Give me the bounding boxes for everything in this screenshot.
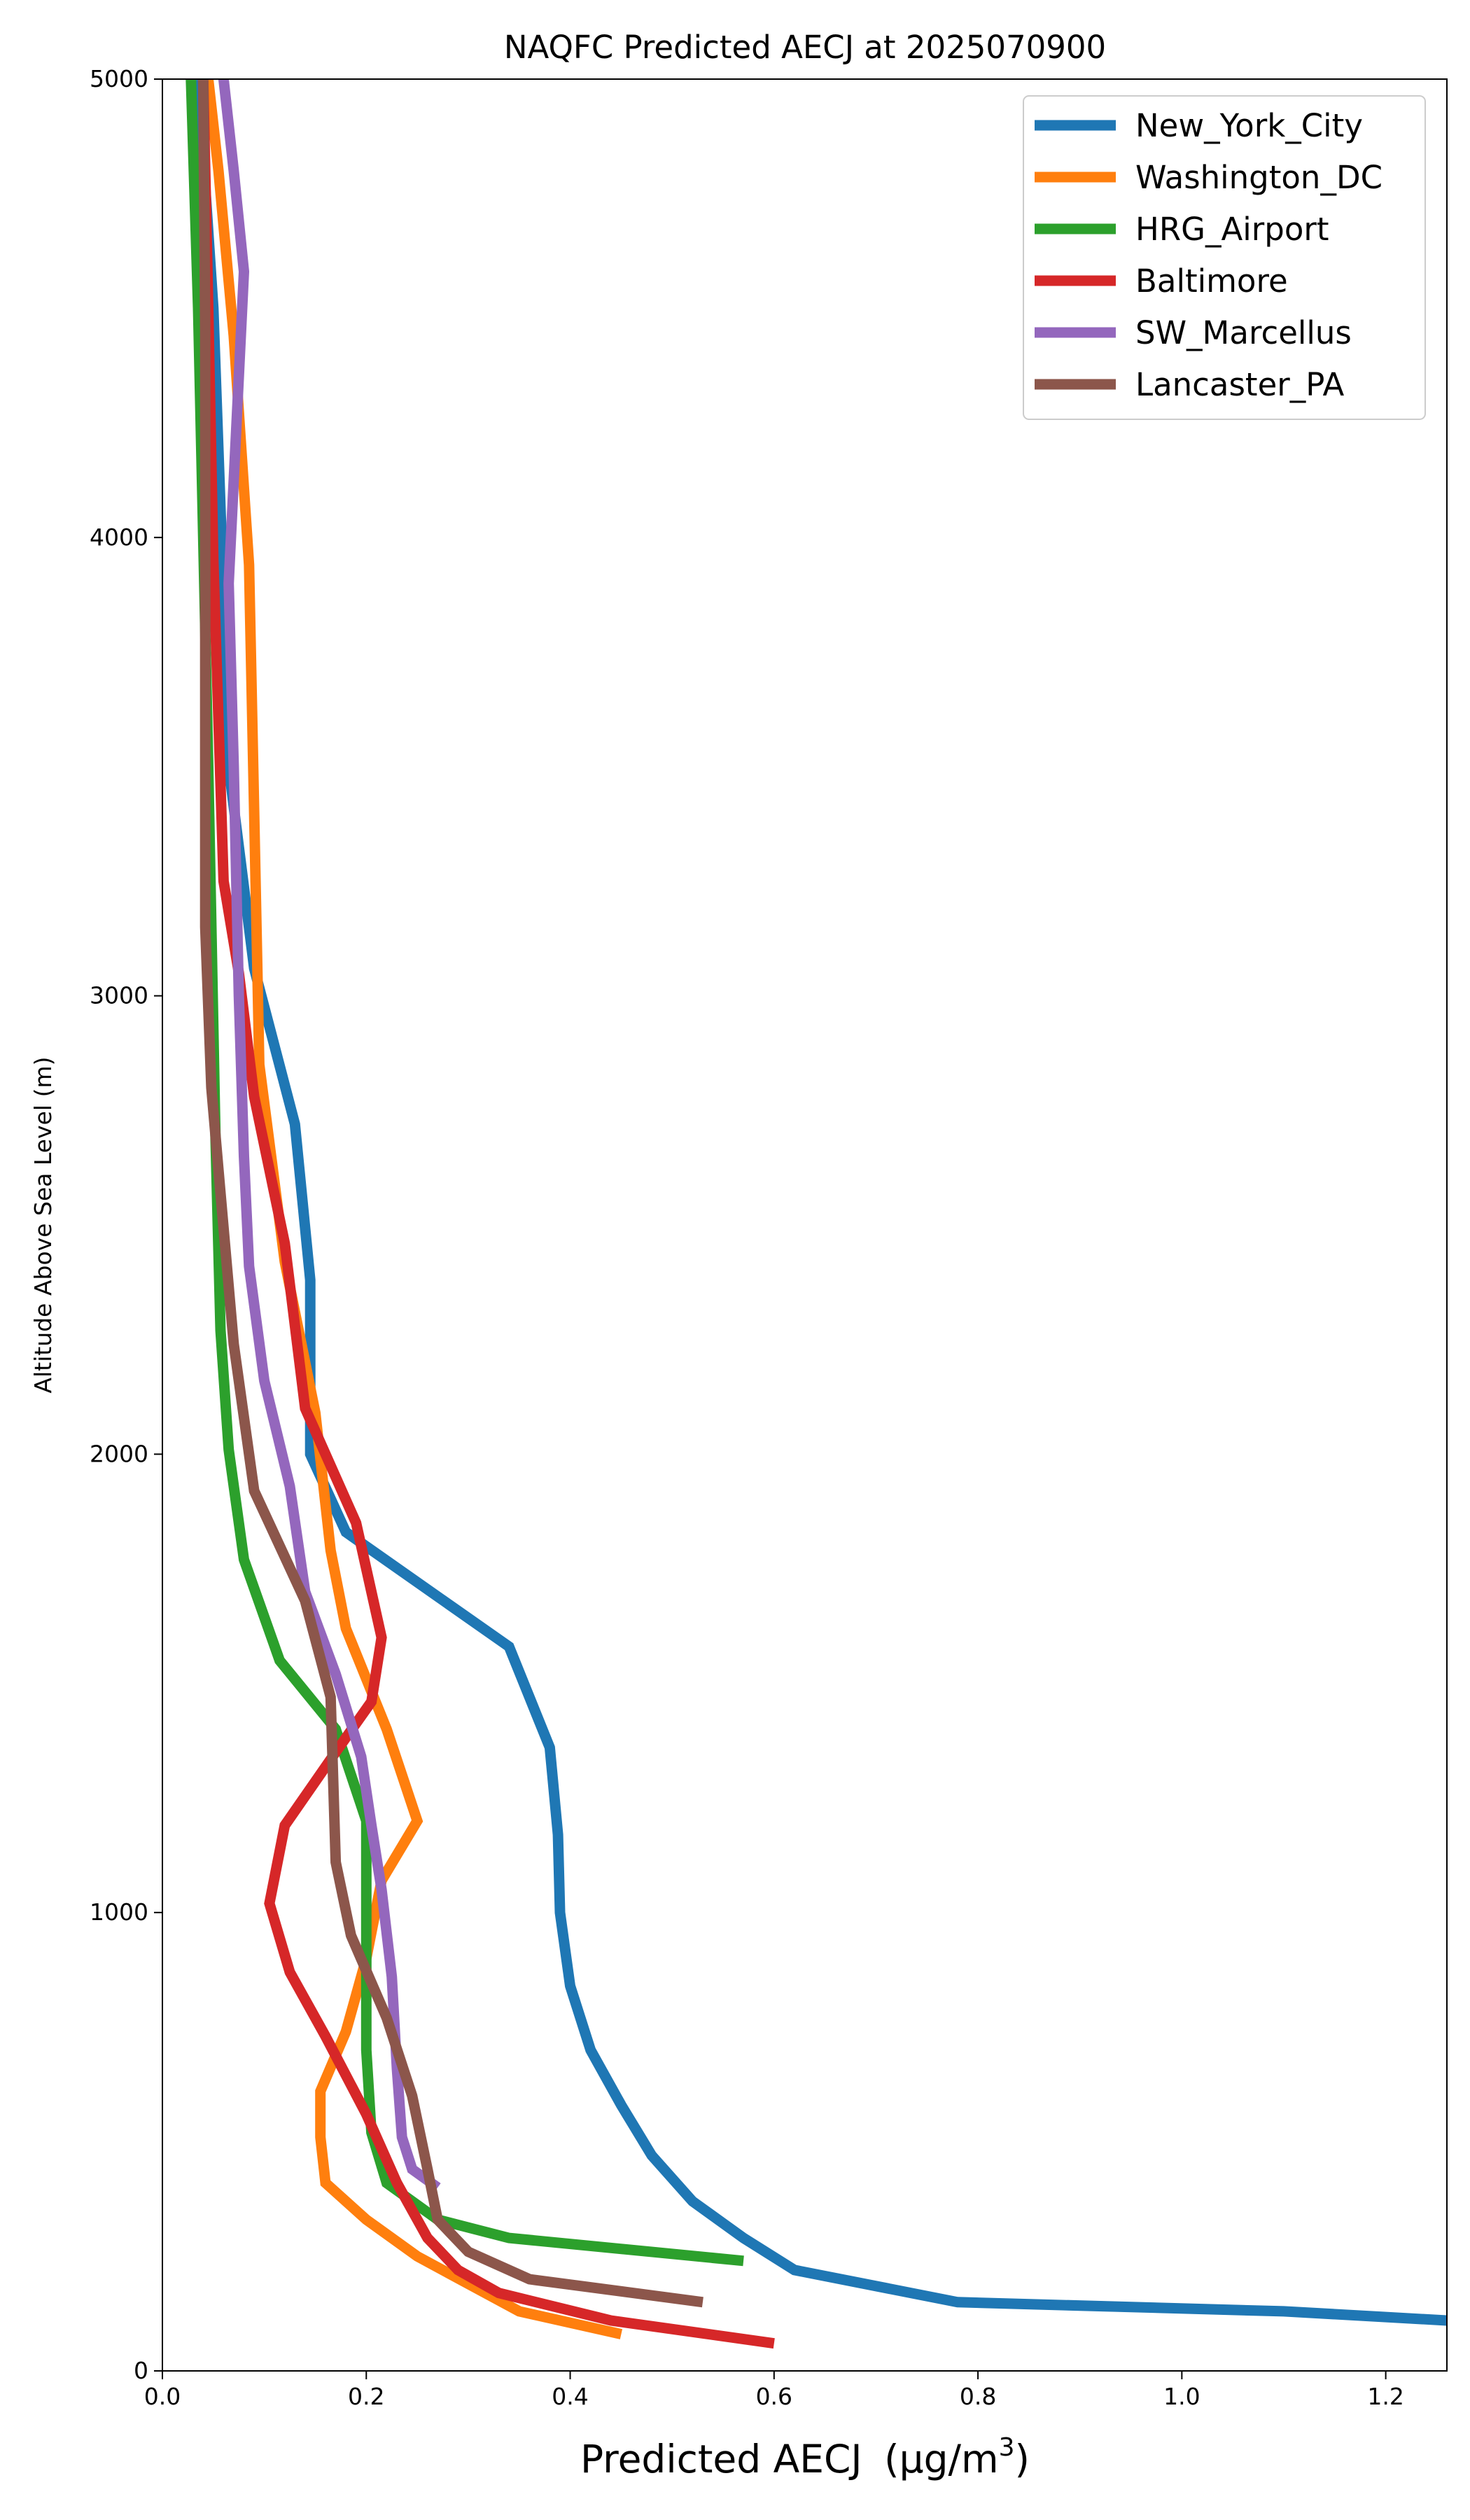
legend-label-washington-dc: Washington_DC <box>1135 159 1382 196</box>
legend-label-new-york-city: New_York_City <box>1135 107 1363 144</box>
series-layer <box>186 79 1447 2349</box>
x-tick-label: 0.2 <box>348 2383 384 2410</box>
x-tick-label: 1.0 <box>1163 2383 1200 2410</box>
legend-label-baltimore: Baltimore <box>1135 262 1288 300</box>
series-line-sw-marcellus <box>218 79 441 2192</box>
y-tick-label: 4000 <box>90 524 148 551</box>
y-tick-label: 5000 <box>90 65 148 92</box>
x-axis-label-unit: (μg/m <box>884 2437 998 2482</box>
legend-label-sw-marcellus: SW_Marcellus <box>1135 314 1352 351</box>
y-tick-label: 1000 <box>90 1898 148 1926</box>
series-line-washington-dc <box>203 79 623 2339</box>
x-tick-label: 0.4 <box>552 2383 588 2410</box>
y-tick-label: 2000 <box>90 1440 148 1467</box>
x-axis-label-main: Predicted AECJ <box>580 2437 862 2482</box>
series-line-baltimore <box>197 79 775 2349</box>
y-axis-label: Altitude Above Sea Level (m) <box>29 1057 57 1394</box>
x-axis-label-unit-close: ) <box>1015 2437 1030 2482</box>
chart-title: NAQFC Predicted AECJ at 2025070900 <box>504 29 1106 66</box>
y-tick-label: 3000 <box>90 982 148 1009</box>
x-axis-label: Predicted AECJ (μg/m3) <box>580 2433 1030 2482</box>
x-axis-ticks: 0.0 0.2 0.4 0.6 0.8 1.0 1.2 <box>144 2371 1404 2410</box>
x-tick-label: 0.6 <box>756 2383 792 2410</box>
plot-frame <box>162 78 1448 2372</box>
x-tick-label: 1.2 <box>1367 2383 1404 2410</box>
legend-label-hrg-airport: HRG_Airport <box>1135 211 1329 248</box>
y-tick-label: 0 <box>134 2357 148 2384</box>
x-tick-label: 0.0 <box>144 2383 181 2410</box>
y-axis-ticks: 0 1000 2000 3000 4000 5000 <box>90 65 162 2384</box>
series-line-lancaster-pa <box>197 79 704 2308</box>
x-tick-label: 0.8 <box>960 2383 996 2410</box>
series-line-new-york-city <box>192 79 1447 2326</box>
legend: New_York_City Washington_DC HRG_Airport Bal… <box>1023 95 1426 420</box>
x-axis-label-unit-exp: 3 <box>999 2433 1015 2462</box>
legend-label-lancaster-pa: Lancaster_PA <box>1135 366 1345 403</box>
legend-box <box>1023 95 1426 420</box>
